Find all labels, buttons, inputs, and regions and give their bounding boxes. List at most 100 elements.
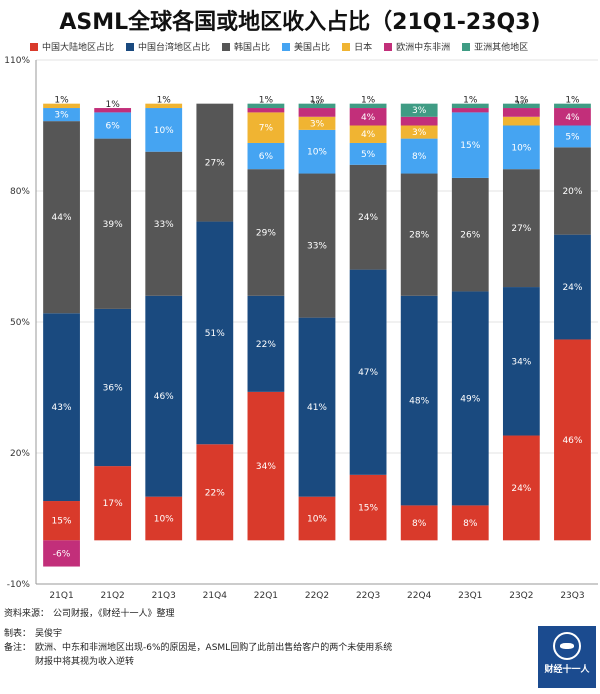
legend-swatch (126, 42, 135, 51)
data-label: 28% (409, 231, 429, 241)
x-tick-label: 21Q3 (152, 591, 176, 601)
data-label: 3% (412, 106, 427, 116)
legend-item: 韩国占比 (222, 40, 270, 53)
data-label: 3% (412, 128, 427, 138)
data-label: 22% (256, 340, 276, 350)
data-label: 39% (103, 220, 123, 230)
bar-segment (196, 444, 234, 541)
globe-icon (553, 632, 581, 660)
maker-label: 制表： (4, 629, 32, 639)
chart-title: ASML全球各国或地区收入占比（21Q1-23Q3) (59, 10, 541, 35)
data-label: 17% (103, 499, 123, 509)
data-label: 6% (105, 122, 120, 132)
source-note: 资料来源： 公司财报，《财经十一人》整理 (4, 606, 175, 619)
data-label: 44% (52, 213, 72, 223)
bar-segment (502, 108, 540, 117)
x-tick-label: 21Q4 (203, 591, 228, 601)
legend-swatch (342, 42, 351, 51)
data-label: 5% (565, 132, 580, 142)
legend-label: 韩国占比 (234, 43, 271, 53)
x-tick-label: 21Q1 (49, 591, 73, 601)
data-label: 1% (310, 96, 325, 106)
bar-segment (94, 112, 132, 139)
bar-segment (145, 295, 183, 497)
y-tick-label: -10% (7, 580, 31, 590)
bar-segment (400, 138, 438, 174)
legend-label: 美国占比 (294, 43, 331, 53)
bar-segment (43, 121, 80, 314)
data-label: 4% (361, 130, 376, 140)
data-label: 1% (361, 96, 376, 106)
note-label: 备注： (4, 643, 32, 653)
bar-segment (298, 116, 336, 130)
data-label: 15% (358, 504, 378, 514)
bar-segment (196, 221, 234, 445)
data-label: 33% (307, 242, 327, 252)
y-tick-label: 20% (10, 449, 30, 459)
data-label: 34% (256, 462, 276, 472)
legend-swatch (30, 42, 38, 51)
bar-segment (247, 108, 285, 113)
bar-segment (502, 103, 540, 109)
bar-segment (298, 103, 336, 109)
note-line2: 财报中将其视为收入逆转 (35, 657, 135, 667)
maker-text: 吴俊宇 (35, 629, 63, 639)
remark-note: 备注： 欧洲、中东和非洲地区出现-6%的原因是，ASML回购了此前出售给客户的两个… (4, 640, 392, 653)
data-label: 8% (412, 519, 427, 529)
bar-segment (400, 103, 438, 117)
data-label: 1% (157, 96, 172, 106)
bar-segment (554, 234, 591, 340)
data-label: 24% (358, 213, 378, 223)
bar-segment (554, 147, 591, 235)
bar-segment (554, 125, 591, 148)
bar-segment (145, 151, 183, 296)
data-label: 10% (307, 515, 327, 525)
legend: 中国大陆地区占比 中国台湾地区占比 韩国占比 美国占比 日本 欧洲中东非洲 亚洲其他地区 (30, 40, 600, 53)
data-label: 1% (259, 96, 274, 106)
data-label: 3% (54, 111, 69, 121)
stacked-bar-chart: -10% 20% 50% 80% 110% 15% 43% 44% 3% 1% -6% 21Q1 17%… (4, 56, 598, 601)
data-label: 1% (54, 96, 69, 106)
legend-label: 亚洲其他地区 (474, 43, 529, 53)
data-label: 48% (409, 397, 429, 407)
bar-segment (349, 125, 387, 143)
data-label: 34% (511, 357, 531, 367)
bar-segment (298, 129, 336, 174)
bar-segment (554, 103, 591, 109)
bar-segment (502, 116, 540, 126)
bar-segment (400, 173, 438, 296)
bar-segment (94, 466, 132, 541)
bar-segment (43, 103, 80, 109)
data-label: 4% (361, 113, 376, 123)
data-label: 10% (154, 515, 174, 525)
bar-segment (94, 138, 132, 309)
maker-note: 制表： 吴俊宇 (4, 626, 62, 639)
bar-segment (145, 108, 183, 152)
x-tick-label: 23Q1 (458, 591, 482, 601)
data-label: 1% (463, 96, 478, 106)
y-tick-label: 50% (10, 318, 30, 328)
data-label: 27% (511, 224, 531, 234)
bar-segment (400, 116, 438, 126)
bar-segment (502, 125, 540, 170)
bar-segment (502, 435, 540, 541)
legend-item: 日本 (342, 40, 372, 53)
data-label: 10% (154, 126, 174, 136)
x-tick-label: 22Q2 (305, 591, 329, 601)
bar-segment (298, 173, 336, 318)
bar-segment (349, 474, 387, 541)
bar-segment (43, 540, 80, 567)
legend-swatch (384, 42, 393, 51)
bar-segment (400, 295, 438, 506)
brand-logo-text: 财经十一人 (544, 665, 590, 675)
x-tick-label: 22Q3 (356, 591, 380, 601)
bar-segment (247, 112, 285, 143)
y-tick-label: 80% (10, 187, 30, 197)
data-label: 41% (307, 403, 327, 413)
bar-segment (43, 108, 80, 122)
data-label: 10% (307, 148, 327, 158)
data-label: 20% (562, 187, 582, 197)
x-tick-label: 21Q2 (101, 591, 125, 601)
data-label: 6% (259, 152, 274, 162)
data-label: 46% (154, 392, 174, 402)
